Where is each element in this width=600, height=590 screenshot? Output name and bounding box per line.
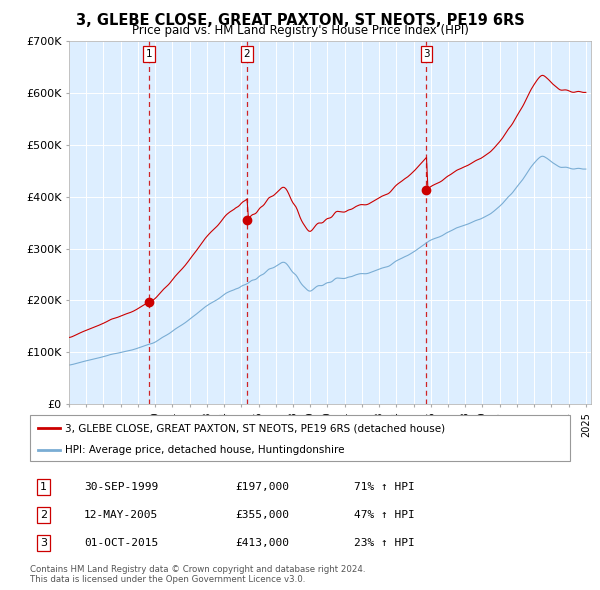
- Text: 1: 1: [40, 482, 47, 492]
- Text: 47% ↑ HPI: 47% ↑ HPI: [354, 510, 415, 520]
- Text: 3: 3: [423, 49, 430, 59]
- Text: 2: 2: [244, 49, 250, 59]
- Text: Contains HM Land Registry data © Crown copyright and database right 2024.: Contains HM Land Registry data © Crown c…: [30, 565, 365, 574]
- Text: This data is licensed under the Open Government Licence v3.0.: This data is licensed under the Open Gov…: [30, 575, 305, 584]
- Text: 2: 2: [40, 510, 47, 520]
- Text: 1: 1: [146, 49, 153, 59]
- Text: 3: 3: [40, 538, 47, 548]
- Text: £413,000: £413,000: [235, 538, 289, 548]
- Text: 30-SEP-1999: 30-SEP-1999: [84, 482, 158, 492]
- Text: £197,000: £197,000: [235, 482, 289, 492]
- Text: 3, GLEBE CLOSE, GREAT PAXTON, ST NEOTS, PE19 6RS (detached house): 3, GLEBE CLOSE, GREAT PAXTON, ST NEOTS, …: [65, 423, 445, 433]
- Text: 01-OCT-2015: 01-OCT-2015: [84, 538, 158, 548]
- Text: 12-MAY-2005: 12-MAY-2005: [84, 510, 158, 520]
- Text: 71% ↑ HPI: 71% ↑ HPI: [354, 482, 415, 492]
- Text: £355,000: £355,000: [235, 510, 289, 520]
- Text: HPI: Average price, detached house, Huntingdonshire: HPI: Average price, detached house, Hunt…: [65, 445, 344, 455]
- Text: Price paid vs. HM Land Registry's House Price Index (HPI): Price paid vs. HM Land Registry's House …: [131, 24, 469, 37]
- Text: 23% ↑ HPI: 23% ↑ HPI: [354, 538, 415, 548]
- Text: 3, GLEBE CLOSE, GREAT PAXTON, ST NEOTS, PE19 6RS: 3, GLEBE CLOSE, GREAT PAXTON, ST NEOTS, …: [76, 13, 524, 28]
